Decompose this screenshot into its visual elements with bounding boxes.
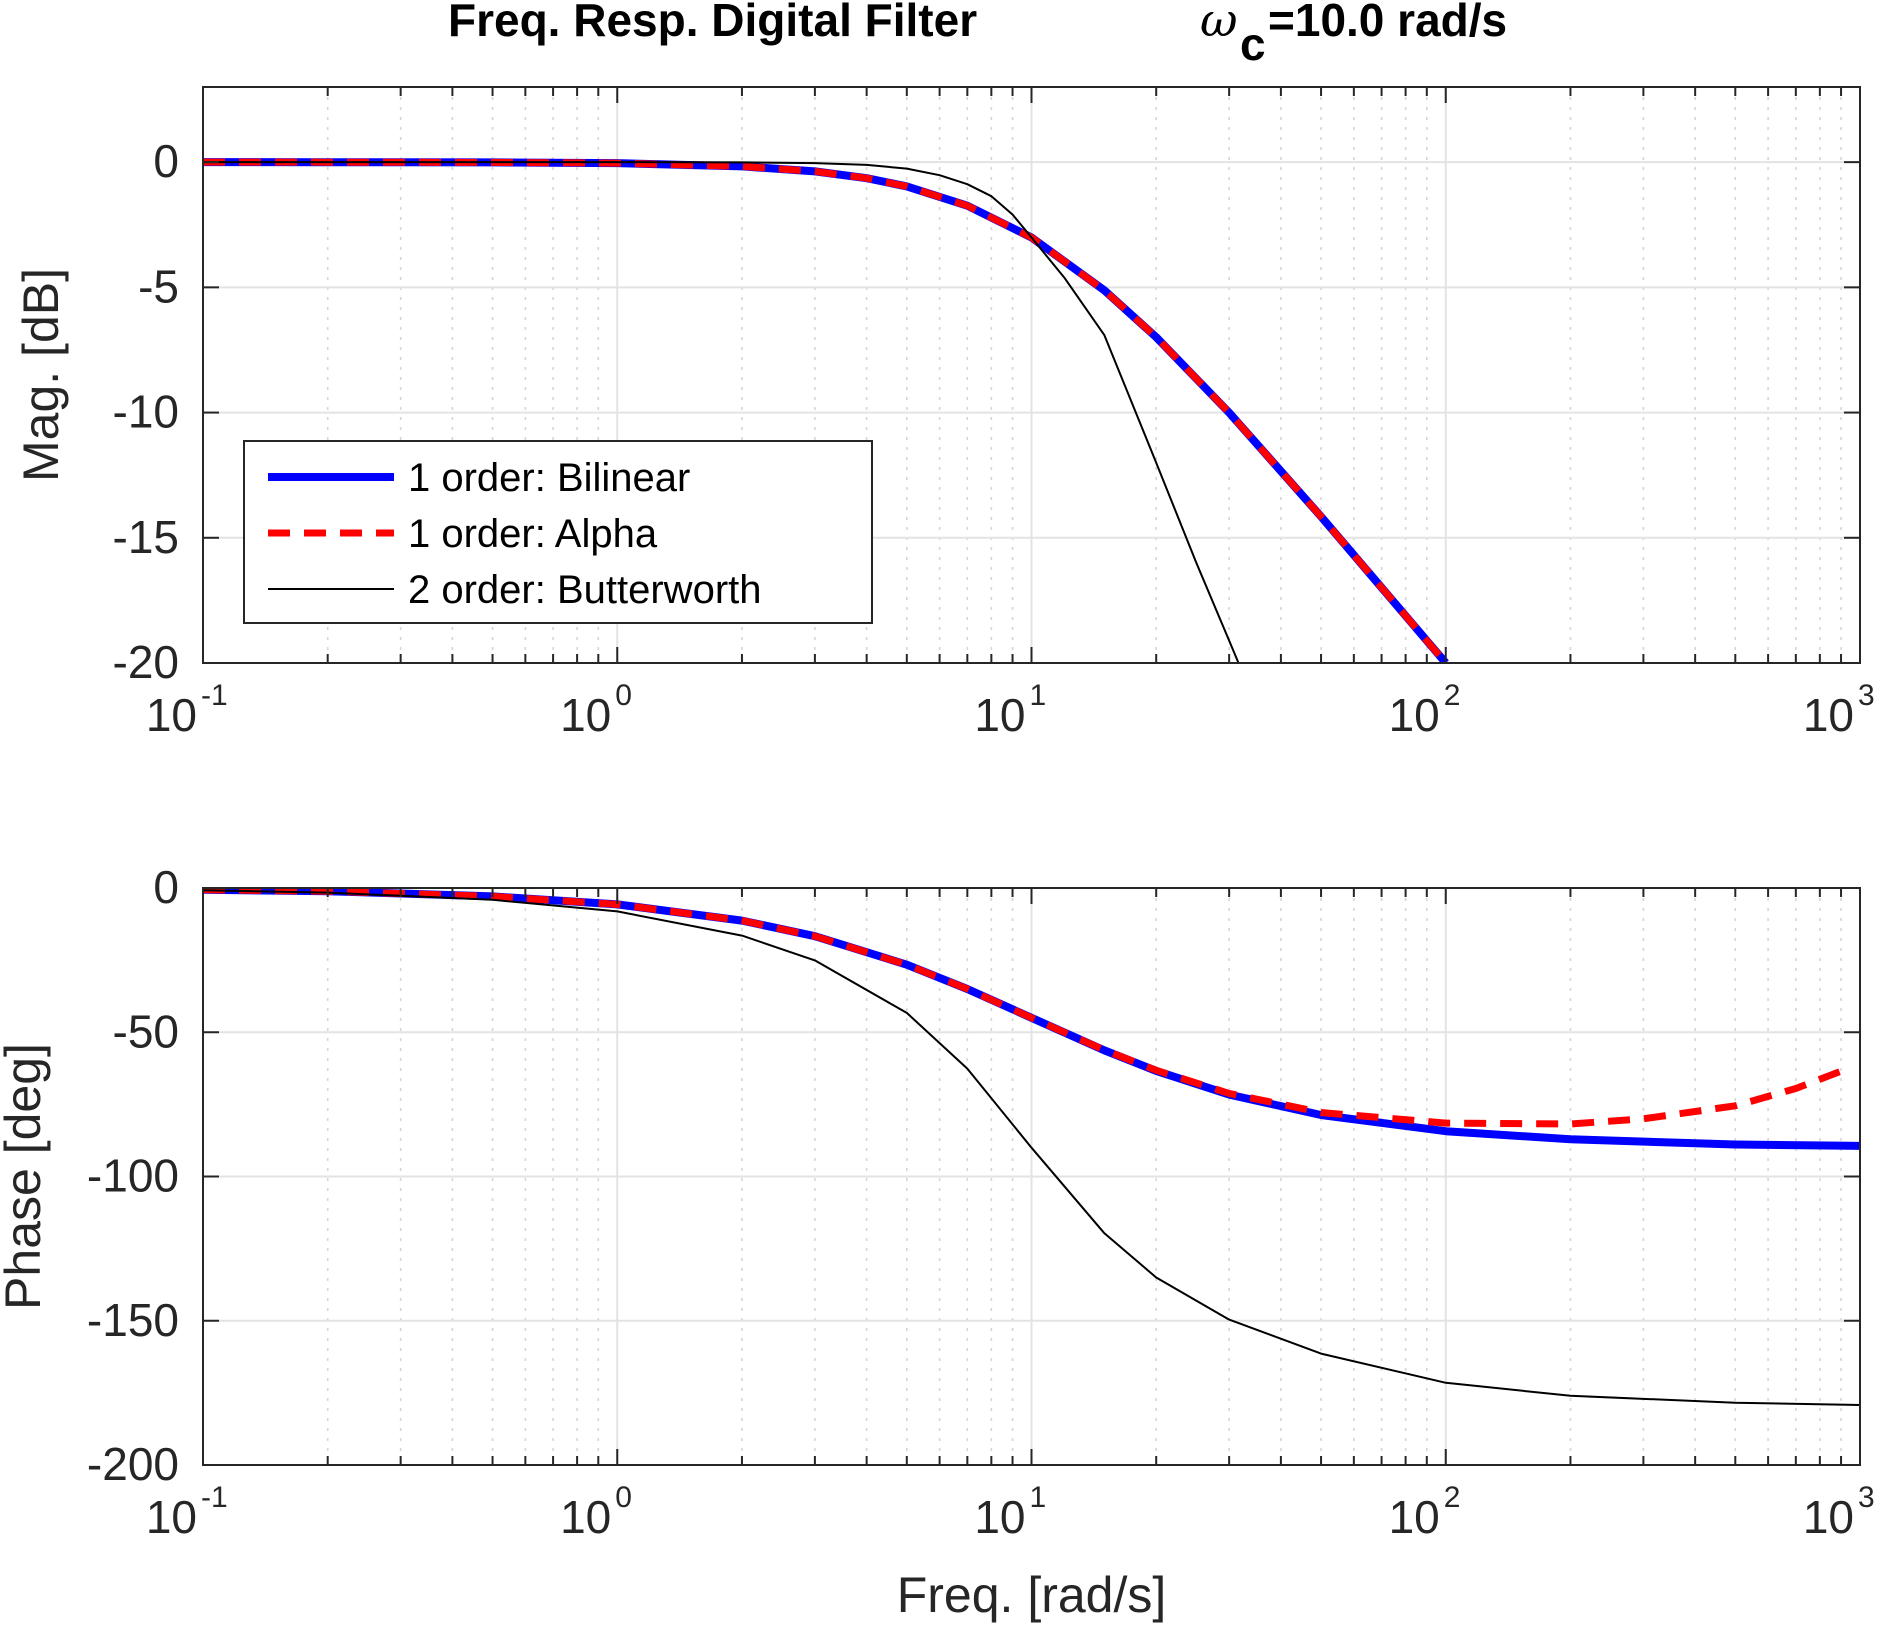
mag-x-tick-label-base: 10: [146, 689, 197, 741]
phase-x-tick-label-exponent: 2: [1444, 1481, 1461, 1514]
mag-x-tick-label-exponent: 1: [1030, 679, 1047, 712]
phase-x-axis-label: Freq. [rad/s]: [897, 1567, 1167, 1623]
title-omega-subscript: c: [1240, 18, 1266, 70]
mag-x-tick-label-base: 10: [1803, 689, 1854, 741]
phase-x-tick-label-base: 10: [974, 1491, 1025, 1543]
title-omega-symbol: ω: [1200, 0, 1238, 47]
phase-y-tick-label: 0: [153, 861, 179, 913]
title-main: Freq. Resp. Digital Filter: [448, 0, 977, 46]
phase-x-tick-label-base: 10: [1803, 1491, 1854, 1543]
mag-x-tick-label-base: 10: [1389, 689, 1440, 741]
mag-series-solid-thin-line: [203, 161, 1240, 663]
legend-entry-label: 1 order: Bilinear: [408, 456, 690, 500]
phase-series-dashed-thick-line: [203, 888, 1843, 1128]
mag-y-tick-label: -15: [113, 511, 179, 563]
mag-series-dashed-thick-line: [203, 158, 1449, 663]
phase-x-tick-label-exponent: 3: [1858, 1481, 1875, 1514]
legend: 1 order: Bilinear 1 order: Alpha 2 order: …: [243, 440, 873, 624]
phase-series-solid-thin-line: [203, 889, 1860, 1406]
mag-x-tick-label-exponent: 3: [1858, 679, 1875, 712]
mag-x-tick-label-base: 10: [560, 689, 611, 741]
mag-x-tick-label-exponent: 2: [1444, 679, 1461, 712]
mag-y-tick-label: -10: [113, 386, 179, 438]
mag-y-tick-label: -5: [138, 260, 179, 312]
title-omega-value: =10.0 rad/s: [1268, 0, 1507, 46]
phase-y-tick-label: -150: [87, 1294, 179, 1346]
mag-x-tick-label-exponent: -1: [201, 679, 228, 712]
legend-entry-label: 2 order: Butterworth: [408, 568, 762, 612]
figure-title: Freq. Resp. Digital Filter ω c =10.0 rad…: [448, 0, 1507, 70]
phase-series-group: [203, 888, 1860, 1406]
phase-x-tick-label-exponent: -1: [201, 1481, 228, 1514]
mag-y-tick-label: -20: [113, 636, 179, 688]
phase-y-tick-label: -200: [87, 1438, 179, 1490]
mag-y-axis-label: Mag. [dB]: [13, 268, 69, 482]
phase-y-tick-label: -100: [87, 1150, 179, 1202]
phase-x-tick-label-exponent: 1: [1030, 1481, 1047, 1514]
phase-y-tick-label: -50: [113, 1005, 179, 1057]
phase-x-tick-label-base: 10: [1389, 1491, 1440, 1543]
mag-ticks: [202, 87, 1861, 664]
phase-grid: [202, 887, 1861, 1466]
mag-x-tick-label-exponent: 0: [615, 679, 632, 712]
phase-x-tick-label-exponent: 0: [615, 1481, 632, 1514]
mag-x-tick-label-base: 10: [974, 689, 1025, 741]
phase-x-tick-label-base: 10: [146, 1491, 197, 1543]
phase-ticks: [202, 887, 1861, 1466]
legend-entry-label: 1 order: Alpha: [408, 512, 658, 556]
mag-y-tick-label: 0: [153, 135, 179, 187]
mag-series-group: [203, 158, 1449, 663]
phase-y-axis-label: Phase [deg]: [0, 1043, 51, 1310]
phase-x-tick-label-base: 10: [560, 1491, 611, 1543]
